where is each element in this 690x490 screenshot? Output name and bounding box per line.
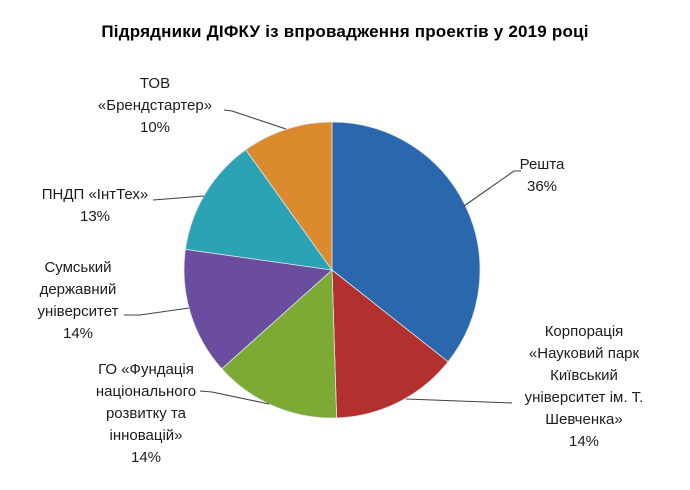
callout-tov-brendstarter: ТОВ «Брендстартер» 10% [97, 75, 213, 136]
callout-korporatsia-naukovyi-park: Корпорація «Науковий парк Київський унів… [524, 323, 644, 450]
leader-line-korporatsia [405, 398, 513, 404]
leader-line-reshta [463, 170, 521, 207]
callout-reshta: Решта 36% [519, 156, 565, 195]
pie-slice-1 [331, 269, 449, 419]
leader-line-tov [223, 109, 287, 130]
pie-slices [183, 121, 481, 419]
leader-line-pndp [152, 195, 205, 201]
pie-slice-5 [245, 121, 333, 272]
pie-slice-3 [183, 248, 333, 370]
leader-line-sumskyi [124, 307, 190, 316]
pie-slice-2 [221, 269, 338, 419]
callout-ho-fundatsia: ГО «Фундація національного розвитку та і… [95, 361, 197, 466]
chart-title: Підрядники ДІФКУ із впровадження проекті… [101, 22, 589, 41]
pie-slice-4 [184, 149, 333, 271]
leader-line-fundatsia [199, 390, 270, 405]
callout-pndp-inttech: ПНДП «ІнтТех» 13% [41, 186, 149, 225]
callout-sumskyi-university: Сумський державний університет 14% [37, 259, 119, 342]
